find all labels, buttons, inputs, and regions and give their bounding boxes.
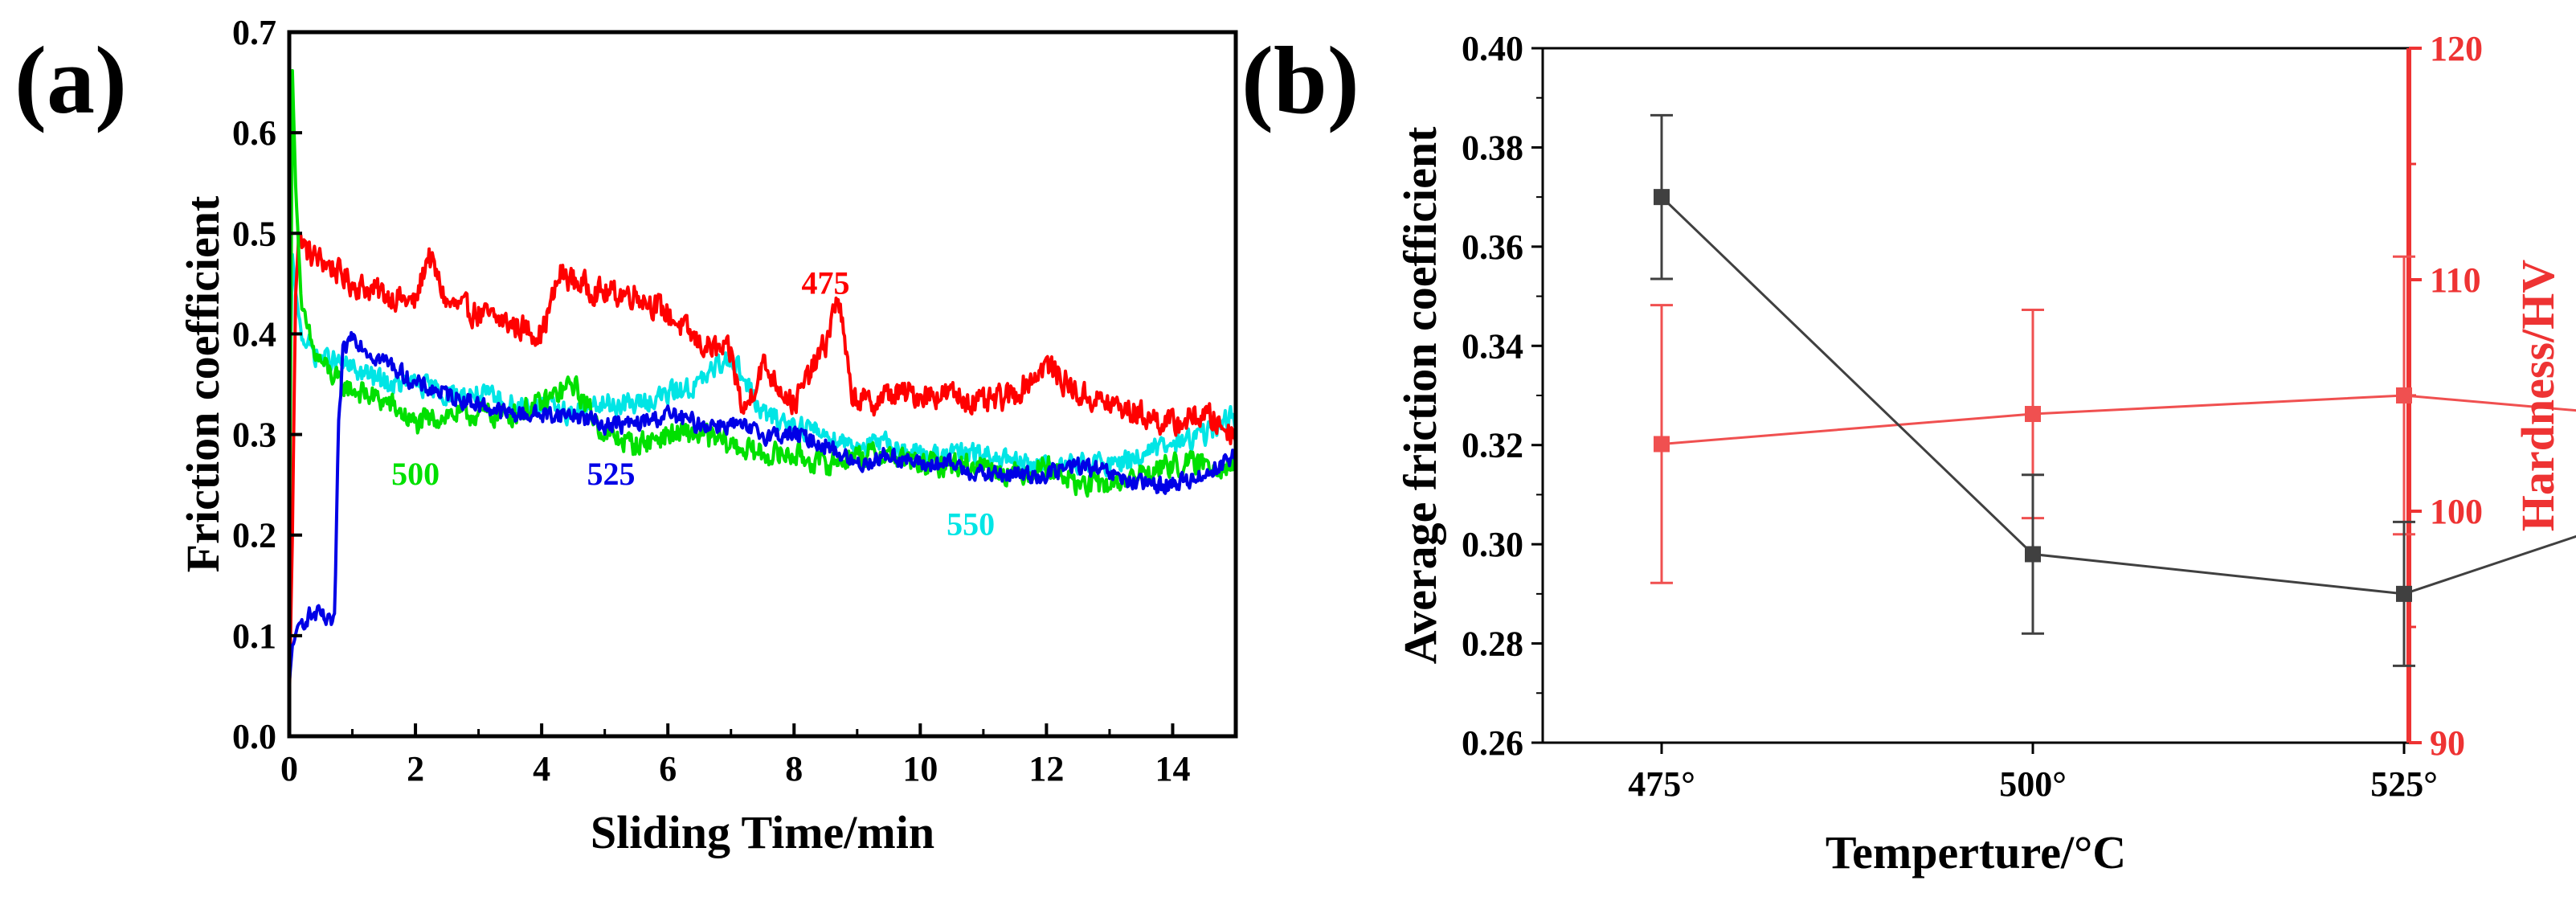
chart-a-x-tick-label: 8 (785, 749, 803, 788)
panel-label-b: (b) (1241, 27, 1360, 133)
chart-b-left-y-tick-label: 0.40 (1462, 29, 1523, 68)
chart-a-x-tick-label: 4 (533, 749, 550, 788)
chart-a-series-annotation-500: 500 (391, 456, 440, 492)
chart-a-y-tick-label: 0.1 (232, 616, 276, 656)
chart-b-right-y-axis-title: Hardness/HV (2512, 260, 2564, 531)
panel-label-a: (a) (14, 27, 127, 133)
chart-a-y-tick-label: 0.2 (232, 516, 276, 555)
chart-b-left-y-axis-title: Average friction coefficient (1394, 126, 1446, 664)
chart-b-left-y-tick-label: 0.38 (1462, 128, 1523, 167)
chart-a-y-tick-label: 0.4 (232, 314, 276, 354)
chart-a-series-525 (288, 330, 1237, 685)
chart-b-left-y-tick-label: 0.30 (1462, 525, 1523, 564)
chart-b: 475°500°525°550°0.260.280.300.320.340.36… (1394, 29, 2576, 879)
chart-b-x-tick-label: 500° (1999, 764, 2067, 804)
chart-b-line-hardness-hv (1661, 394, 2576, 445)
chart-a-x-tick-label: 10 (902, 749, 938, 788)
chart-b-x-tick-label: 475° (1628, 764, 1695, 804)
chart-b-line-average-friction-coefficient (1660, 196, 2576, 596)
chart-b-point-average-friction-coefficient (1654, 189, 1670, 206)
chart-b-left-y-tick-label: 0.26 (1462, 723, 1523, 763)
chart-a-y-tick-label: 0.0 (232, 717, 276, 756)
chart-a-y-axis-title: Friction coefficient (177, 195, 229, 572)
chart-b-axes: 475°500°525°550°0.260.280.300.320.340.36… (1462, 29, 2483, 804)
chart-b-right-y-tick-label: 90 (2430, 723, 2465, 763)
chart-a-x-tick-label: 14 (1155, 749, 1190, 788)
chart-a-x-tick-label: 6 (659, 749, 677, 788)
chart-b-left-y-tick-label: 0.28 (1462, 625, 1523, 664)
chart-b-point-average-friction-coefficient (2396, 585, 2412, 602)
chart-b-x-axis-title: Temperture/°C (1826, 826, 2126, 879)
chart-a-x-tick-label: 12 (1028, 749, 1064, 788)
chart-b-left-y-tick-label: 0.32 (1462, 426, 1523, 465)
chart-a-x-axis-title: Sliding Time/min (591, 806, 934, 858)
chart-b-left-y-tick-label: 0.36 (1462, 227, 1523, 267)
chart-a-y-tick-label: 0.6 (232, 113, 276, 153)
chart-b-right-y-tick-label: 110 (2430, 260, 2481, 300)
chart-a-x-tick-label: 2 (407, 749, 424, 788)
chart-a-series-500 (288, 68, 1237, 584)
chart-b-left-y-tick-label: 0.34 (1462, 326, 1523, 366)
chart-b-series-group (1650, 113, 2576, 667)
chart-b-point-hardness-hv (2396, 387, 2412, 403)
chart-b-right-y-tick-label: 100 (2430, 492, 2483, 531)
chart-b-plot-frame (1541, 47, 2410, 744)
chart-a-series-annotation-550: 550 (947, 506, 995, 543)
chart-a-y-tick-label: 0.5 (232, 214, 276, 253)
chart-a-series-annotation-475: 475 (802, 264, 850, 301)
chart-a-axes: 0 2 4 6 8 10 12 14 0.0 0.1 0.2 0.3 0.4 0.5 0.6 0.7 (232, 13, 1190, 788)
chart-a-y-tick-label: 0.7 (232, 13, 276, 52)
chart-a-series-annotation-525: 525 (587, 456, 636, 492)
chart-b-x-tick-label: 525° (2370, 764, 2438, 804)
chart-b-point-hardness-hv (2025, 406, 2041, 423)
chart-b-point-average-friction-coefficient (2025, 546, 2041, 563)
chart-b-right-y-tick-label: 120 (2430, 29, 2483, 68)
chart-a-y-tick-label: 0.3 (232, 416, 276, 455)
chart-b-point-hardness-hv (1654, 436, 1670, 453)
chart-a-series-group: 475 500 525 550 (288, 68, 1237, 705)
chart-a-series-475 (288, 232, 1237, 705)
chart-a-x-tick-label: 0 (280, 749, 298, 788)
chart-a-plot-frame (287, 30, 1238, 739)
